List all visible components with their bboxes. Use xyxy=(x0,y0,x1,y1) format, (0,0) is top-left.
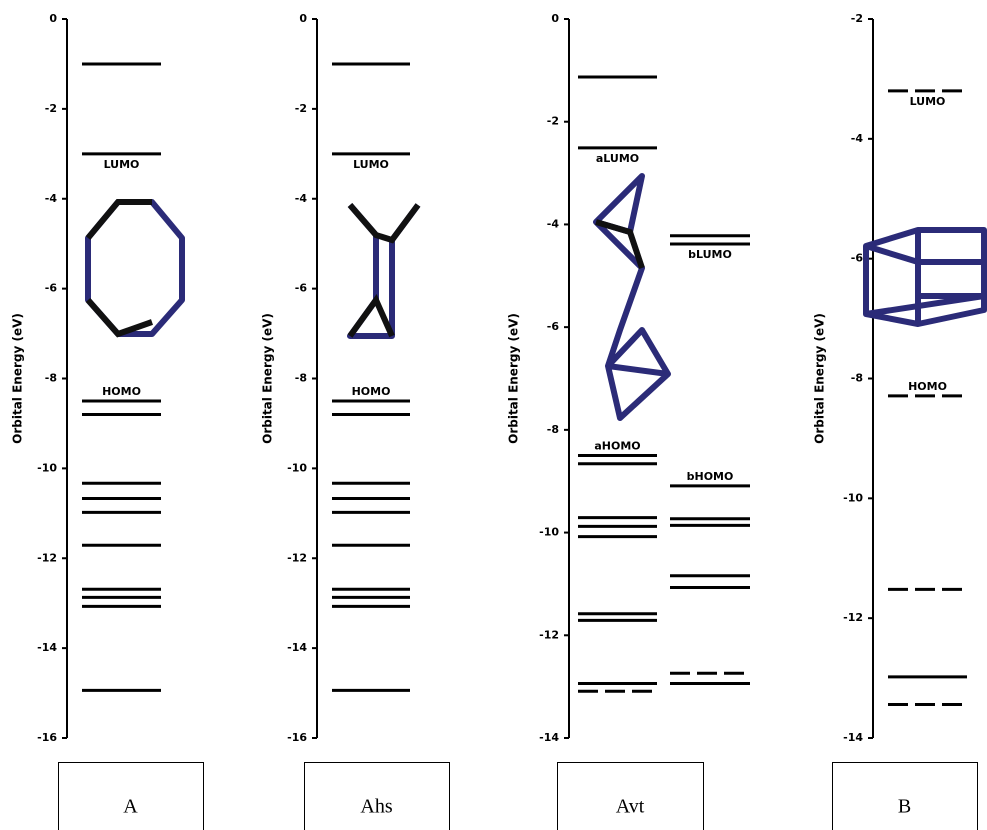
y-tick-label: -2 xyxy=(851,12,863,25)
y-tick-label: -10 xyxy=(539,526,559,539)
y-axis-label: Orbital Energy (eV) xyxy=(813,313,827,444)
y-tick-label: 0 xyxy=(299,12,307,25)
y-tick-label: -10 xyxy=(287,461,307,474)
panel-label: Avt xyxy=(616,796,645,818)
level-label: HOMO xyxy=(102,385,141,398)
molecule-ahs xyxy=(350,205,418,336)
y-tick-label: -4 xyxy=(547,217,560,230)
level-label: LUMO xyxy=(104,158,140,171)
y-tick-label: -14 xyxy=(843,731,863,744)
y-axis-label: Orbital Energy (eV) xyxy=(261,313,275,444)
molecule-avt xyxy=(596,176,668,418)
y-axis-label: Orbital Energy (eV) xyxy=(11,313,25,444)
y-tick-label: -6 xyxy=(295,282,308,295)
y-tick-label: -14 xyxy=(287,641,307,654)
level-label: HOMO xyxy=(352,385,391,398)
figure: B HOMO LUMO Orbital Energy (eV) -14 -12 -10 -8 -… xyxy=(0,0,987,830)
level-label: bLUMO xyxy=(688,248,732,261)
level-label: bHOMO xyxy=(687,470,734,483)
y-tick-label: -2 xyxy=(295,102,307,115)
y-tick-label: -14 xyxy=(37,641,57,654)
y-tick-label: -8 xyxy=(45,372,57,385)
y-tick-label: -16 xyxy=(37,731,57,744)
level-label: LUMO xyxy=(910,95,946,108)
y-tick-label: -6 xyxy=(45,282,58,295)
y-tick-label: -10 xyxy=(843,491,863,504)
y-tick-label: -12 xyxy=(843,611,863,624)
level-label: HOMO xyxy=(908,380,947,393)
molecule-b xyxy=(866,230,984,324)
y-tick-label: -16 xyxy=(287,731,307,744)
level-label: LUMO xyxy=(353,158,389,171)
y-tick-label: -4 xyxy=(295,192,308,205)
y-tick-label: 0 xyxy=(551,12,559,25)
y-tick-label: -12 xyxy=(287,551,307,564)
molecule-a xyxy=(88,202,182,334)
y-tick-label: -4 xyxy=(45,192,58,205)
y-tick-label: 0 xyxy=(49,12,57,25)
panel-label: Ahs xyxy=(360,796,392,818)
level-label: aHOMO xyxy=(594,440,640,453)
y-tick-label: -6 xyxy=(547,320,560,333)
y-tick-label: -2 xyxy=(45,102,57,115)
y-tick-label: -2 xyxy=(547,115,559,128)
y-tick-label: -6 xyxy=(851,252,864,265)
y-tick-label: -10 xyxy=(37,461,57,474)
y-axis-label: Orbital Energy (eV) xyxy=(507,313,521,444)
y-tick-label: -14 xyxy=(539,731,559,744)
level-label: aLUMO xyxy=(596,152,639,165)
panel-label: A xyxy=(123,796,138,818)
y-tick-label: -12 xyxy=(539,628,559,641)
y-tick-label: -8 xyxy=(295,372,307,385)
y-tick-label: -8 xyxy=(547,423,559,436)
y-tick-label: -4 xyxy=(851,132,864,145)
y-tick-label: -8 xyxy=(851,372,863,385)
panel-label: B xyxy=(898,796,911,818)
y-tick-label: -12 xyxy=(37,551,57,564)
